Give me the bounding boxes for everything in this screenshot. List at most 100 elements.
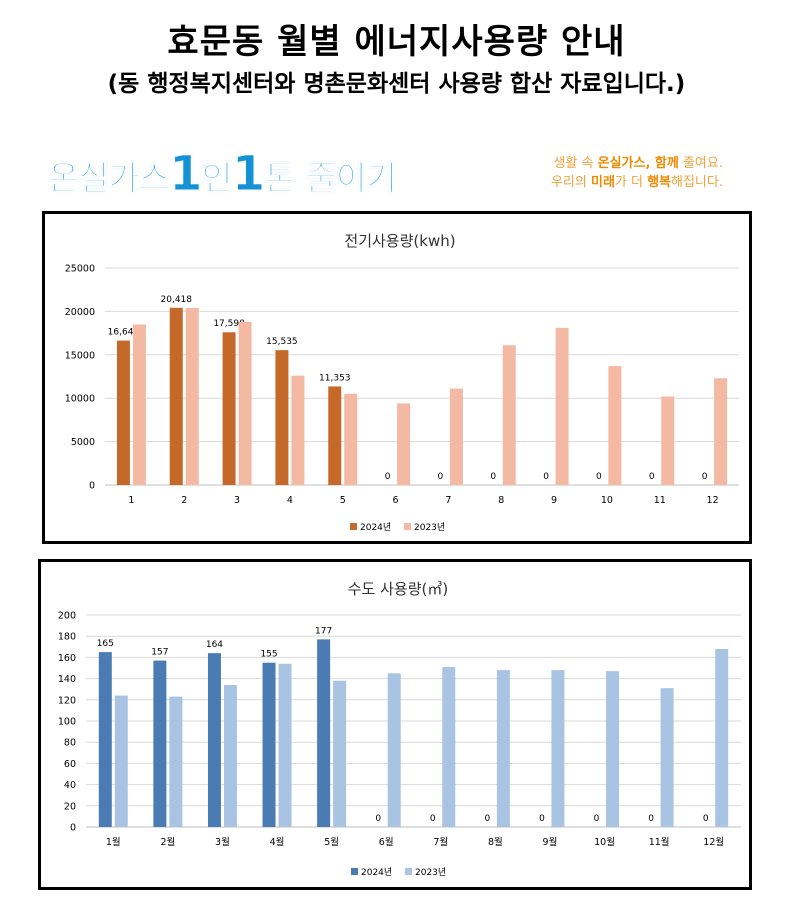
bar-series2 — [714, 378, 728, 485]
data-label: 0 — [485, 814, 491, 824]
x-tick-label: 4월 — [270, 836, 285, 848]
bar-series2 — [132, 324, 146, 485]
slogan-line1: 생활 속 온실가스, 함께 줄여요. — [551, 154, 723, 173]
y-tick-label: 40 — [64, 780, 76, 791]
x-tick-label: 12월 — [703, 836, 724, 848]
bar-series1 — [317, 639, 331, 827]
y-tick-label: 0 — [70, 823, 76, 834]
y-tick-label: 140 — [58, 674, 76, 685]
x-tick-label: 7월 — [433, 836, 448, 848]
bar-series2 — [291, 375, 305, 485]
slogan-text: 가 더 — [614, 175, 648, 190]
bar-series2 — [114, 695, 128, 827]
campaign-part1: 온실가스 — [47, 159, 170, 200]
x-tick-label: 3 — [234, 495, 240, 506]
campaign-part2: 인 — [201, 159, 233, 200]
page-subtitle: (동 행정복지센터와 명촌문화센터 사용량 합산 자료입니다.) — [107, 71, 686, 97]
y-tick-label: 5000 — [71, 437, 95, 448]
x-tick-label: 10 — [601, 495, 613, 506]
data-label: 0 — [385, 472, 391, 482]
slogan-text: 생활 속 — [553, 156, 598, 171]
y-tick-label: 200 — [58, 611, 76, 622]
bar-series2 — [608, 366, 622, 485]
data-label: 0 — [375, 814, 381, 824]
x-tick-label: 1월 — [106, 836, 121, 848]
data-label: 0 — [648, 814, 654, 824]
legend-label: 2024년 — [360, 522, 391, 533]
campaign-num2: 1 — [231, 146, 265, 203]
bar-series1 — [275, 350, 289, 485]
bar-series1 — [169, 307, 183, 485]
bar-series1 — [222, 332, 236, 485]
bar-series2 — [223, 684, 237, 827]
bar-series2 — [169, 696, 183, 827]
bar-series1 — [153, 660, 167, 827]
bar-series2 — [442, 666, 456, 827]
bar-series2 — [555, 327, 569, 485]
y-tick-label: 80 — [64, 738, 76, 749]
y-tick-label: 0 — [89, 481, 95, 492]
slogan-text: 줄여요. — [678, 156, 723, 171]
bar-series2 — [333, 680, 347, 827]
x-tick-label: 8 — [498, 495, 504, 506]
data-label: 17,598 — [213, 319, 245, 329]
data-label: 16,640 — [108, 328, 140, 338]
data-label: 0 — [596, 472, 602, 482]
legend-swatch — [404, 523, 411, 530]
slogan-text: 해집니다. — [671, 175, 723, 190]
x-tick-label: 6월 — [379, 836, 394, 848]
bar-series2 — [344, 393, 358, 485]
y-tick-label: 180 — [58, 632, 76, 643]
bar-series2 — [185, 307, 199, 485]
x-tick-label: 1 — [128, 495, 134, 506]
x-tick-label: 3월 — [215, 836, 230, 848]
bar-series2 — [387, 673, 401, 827]
bar-series2 — [715, 648, 729, 827]
water-chart: 수도 사용량(㎥) 0 20 40 60 80 100 120 140 160 180 200 1월 16… — [58, 580, 741, 878]
y-tick-label: 100 — [58, 717, 76, 728]
data-label: 0 — [490, 472, 496, 482]
bar-series2 — [551, 670, 565, 827]
electricity-chart-panel: 전기사용량(kwh) 0 5000 10000 15000 20000 25000 1 16,6… — [42, 211, 752, 544]
y-tick-label: 120 — [58, 695, 76, 706]
bar-series2 — [502, 345, 516, 485]
x-tick-label: 8월 — [488, 836, 503, 848]
slogan-emphasis: 행복 — [647, 175, 672, 190]
slogan-text: 우리의 — [550, 175, 591, 190]
bar-series1 — [98, 652, 112, 827]
page-title: 효문동 월별 에너지사용량 안내 — [167, 22, 626, 62]
slogan: 생활 속 온실가스, 함께 줄여요. 우리의 미래가 더 행복해집니다. — [551, 154, 723, 192]
bar-series2 — [496, 670, 510, 827]
data-label: 157 — [151, 648, 168, 658]
bar-series2 — [397, 403, 411, 485]
y-tick-label: 20 — [64, 801, 76, 812]
y-tick-label: 60 — [64, 759, 76, 770]
chart-title: 전기사용량(kwh) — [344, 232, 455, 250]
x-tick-label: 10월 — [594, 836, 615, 848]
slogan-emphasis: 미래 — [590, 175, 615, 190]
data-label: 0 — [649, 472, 655, 482]
x-tick-label: 11 — [654, 495, 666, 506]
y-tick-label: 15000 — [65, 350, 95, 361]
bar-series2 — [661, 396, 675, 485]
x-tick-label: 6 — [393, 495, 399, 506]
data-label: 0 — [543, 472, 549, 482]
campaign-num1: 1 — [169, 146, 203, 203]
x-tick-label: 7 — [445, 495, 451, 506]
legend-swatch — [350, 523, 357, 530]
slogan-line2: 우리의 미래가 더 행복해집니다. — [551, 173, 723, 192]
x-tick-label: 5 — [340, 495, 346, 506]
data-label: 0 — [703, 814, 709, 824]
campaign-logo: 온실가스1인1톤 줄이기 — [47, 146, 397, 203]
x-tick-label: 5월 — [324, 836, 339, 848]
x-tick-label: 2월 — [160, 836, 175, 848]
data-label: 165 — [97, 639, 114, 649]
y-tick-label: 20000 — [65, 307, 95, 318]
data-label: 0 — [702, 472, 708, 482]
bar-series1 — [328, 386, 342, 485]
water-chart-panel: 수도 사용량(㎥) 0 20 40 60 80 100 120 140 160 180 200 1월 16… — [38, 559, 752, 890]
x-tick-label: 12 — [707, 495, 719, 506]
chart-title: 수도 사용량(㎥) — [348, 580, 448, 598]
y-tick-label: 160 — [58, 653, 76, 664]
data-label: 0 — [430, 814, 436, 824]
